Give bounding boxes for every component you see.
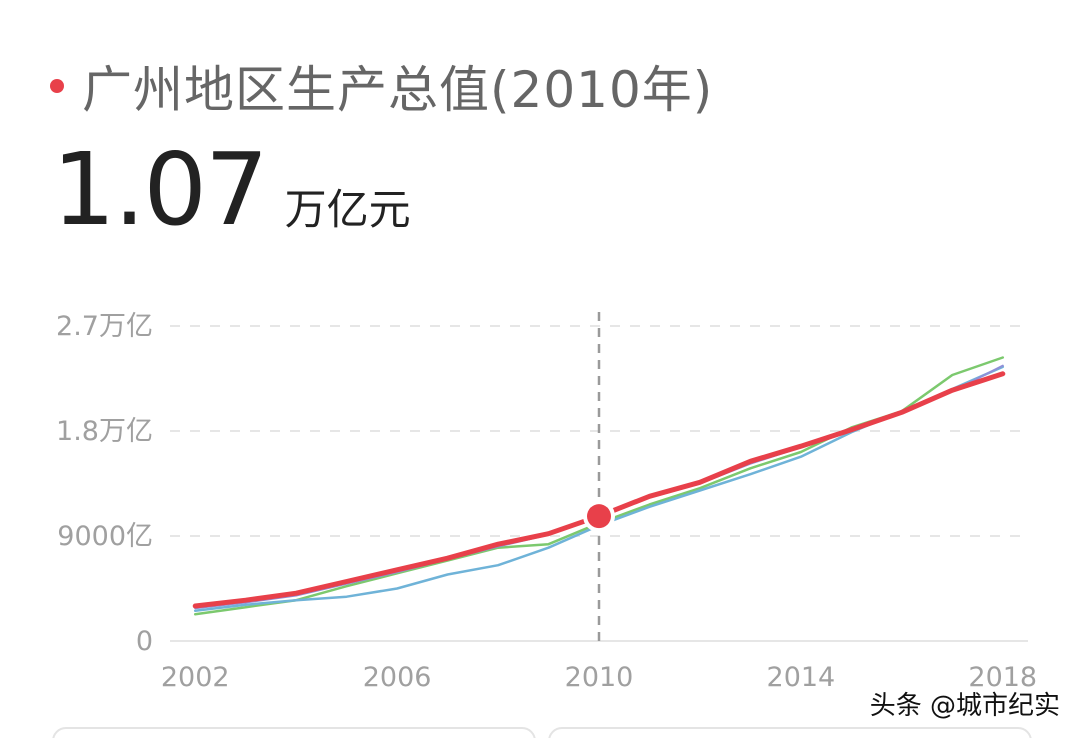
y-tick-label: 9000亿 — [57, 521, 153, 552]
y-tick-label: 2.7万亿 — [56, 311, 153, 342]
y-tick-label: 1.8万亿 — [56, 416, 153, 447]
y-tick-label: 0 — [136, 626, 153, 657]
highlight-point — [587, 504, 611, 529]
x-tick-label: 2006 — [363, 662, 432, 693]
x-tick-label: 2002 — [161, 662, 230, 693]
x-tick-label: 2010 — [565, 662, 634, 693]
value-row: 1.07 万亿元 — [52, 140, 411, 240]
bottom-card-left[interactable] — [52, 727, 536, 738]
axis-layer: 0 9000亿 1.8万亿 2.7万亿 2002 2006 2010 2014 2018 — [56, 311, 1037, 693]
gdp-value: 1.07 — [52, 131, 269, 248]
accent-dot-icon — [50, 79, 64, 93]
title-row: 广州地区生产总值(2010年) — [50, 50, 713, 122]
page-title: 广州地区生产总值(2010年) — [82, 61, 714, 119]
x-tick-label: 2014 — [767, 662, 836, 693]
gdp-unit: 万亿元 — [284, 185, 411, 234]
x-tick-label: 2018 — [968, 662, 1037, 693]
watermark: 头条 @城市纪实 — [869, 691, 1060, 721]
marker-layer — [583, 312, 615, 641]
bottom-card-right[interactable] — [548, 727, 1032, 738]
